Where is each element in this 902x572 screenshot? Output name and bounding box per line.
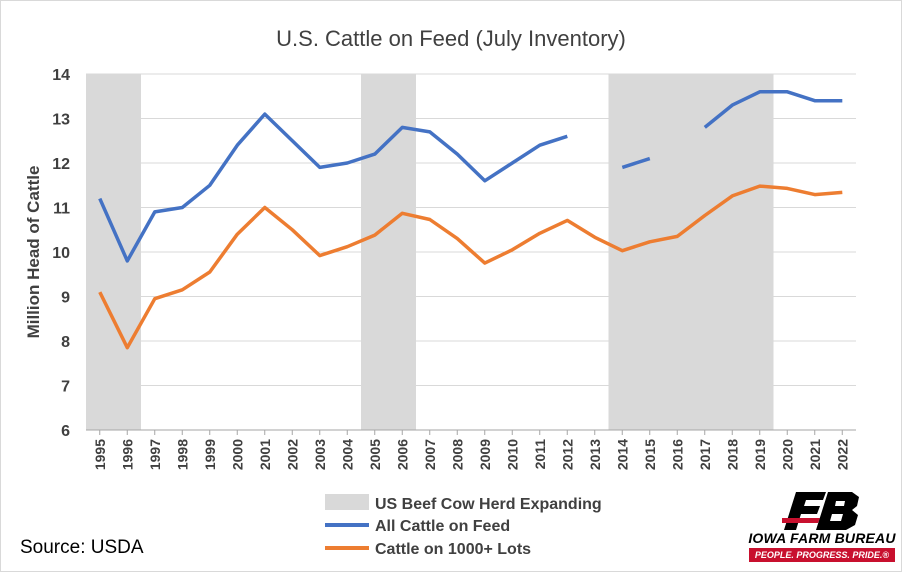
y-tick-label: 13 (52, 112, 70, 129)
x-tick-label: 2018 (724, 439, 740, 470)
gridlines (86, 73, 856, 431)
x-tick-label: 2022 (834, 439, 850, 470)
y-tick-label: 14 (52, 67, 70, 84)
y-tick-label: 10 (52, 245, 70, 262)
x-tick-label: 2008 (449, 439, 465, 470)
x-tick-label: 1996 (119, 439, 135, 470)
y-tick-label: 12 (52, 156, 70, 173)
x-tick-label: 1997 (147, 439, 163, 470)
legend-swatch-shaded (325, 494, 369, 510)
x-tick-label: 2020 (779, 439, 795, 470)
x-tick-label: 2021 (807, 439, 823, 470)
x-tick-label: 1999 (202, 439, 218, 470)
x-tick-label: 2001 (257, 439, 273, 470)
y-tick-label: 11 (53, 201, 70, 218)
x-tick-label: 2007 (422, 439, 438, 470)
x-tick-label: 2011 (532, 439, 548, 470)
y-axis-ticks: 6 7 8 9 10 11 12 13 14 (52, 67, 70, 440)
chart-title: U.S. Cattle on Feed (July Inventory) (276, 26, 626, 51)
logo-tagline: PEOPLE. PROGRESS. PRIDE.® (749, 548, 895, 562)
y-axis-label: Million Head of Cattle (24, 166, 43, 339)
source-note: Source: USDA (20, 537, 144, 558)
y-tick-label: 8 (61, 334, 70, 351)
fb-logo-icon (782, 492, 859, 530)
x-tick-label: 1995 (92, 439, 108, 470)
x-tick-label: 2017 (697, 439, 713, 470)
x-tick-label: 2015 (642, 439, 658, 470)
x-axis-ticks: 1995 1996 1997 1998 1999 2000 2001 2002 2003 2004… (92, 430, 850, 470)
iowa-farm-bureau-logo: IOWA FARM BUREAU PEOPLE. PROGRESS. PRIDE… (746, 492, 898, 566)
x-tick-label: 2009 (477, 439, 493, 470)
x-tick-label: 2000 (229, 439, 245, 470)
x-tick-label: 2005 (367, 439, 383, 470)
x-tick-label: 2019 (752, 439, 768, 470)
x-tick-label: 2012 (559, 439, 575, 470)
series-line-cattle-on-1000-lots (98, 184, 843, 350)
x-tick-label: 2014 (614, 439, 630, 470)
x-tick-label: 2004 (339, 439, 355, 470)
x-tick-label: 2016 (669, 439, 685, 470)
x-tick-label: 2010 (504, 439, 520, 470)
series-line-all-cattle-on-feed (98, 90, 843, 263)
x-tick-label: 1998 (174, 439, 190, 470)
legend-label-all-cattle: All Cattle on Feed (375, 518, 510, 535)
x-tick-label: 2013 (587, 439, 603, 470)
y-tick-label: 6 (61, 423, 70, 440)
legend-label-1000-lots: Cattle on 1000+ Lots (375, 541, 531, 558)
x-tick-label: 2006 (394, 439, 410, 470)
y-tick-label: 9 (61, 290, 70, 307)
logo-name: IOWA FARM BUREAU (748, 530, 896, 546)
y-tick-label: 7 (61, 379, 70, 396)
legend-label-shaded: US Beef Cow Herd Expanding (375, 496, 602, 513)
legend: US Beef Cow Herd Expanding All Cattle on… (325, 494, 602, 558)
x-tick-label: 2002 (284, 439, 300, 470)
series-lines (98, 90, 843, 350)
x-tick-label: 2003 (312, 439, 328, 470)
